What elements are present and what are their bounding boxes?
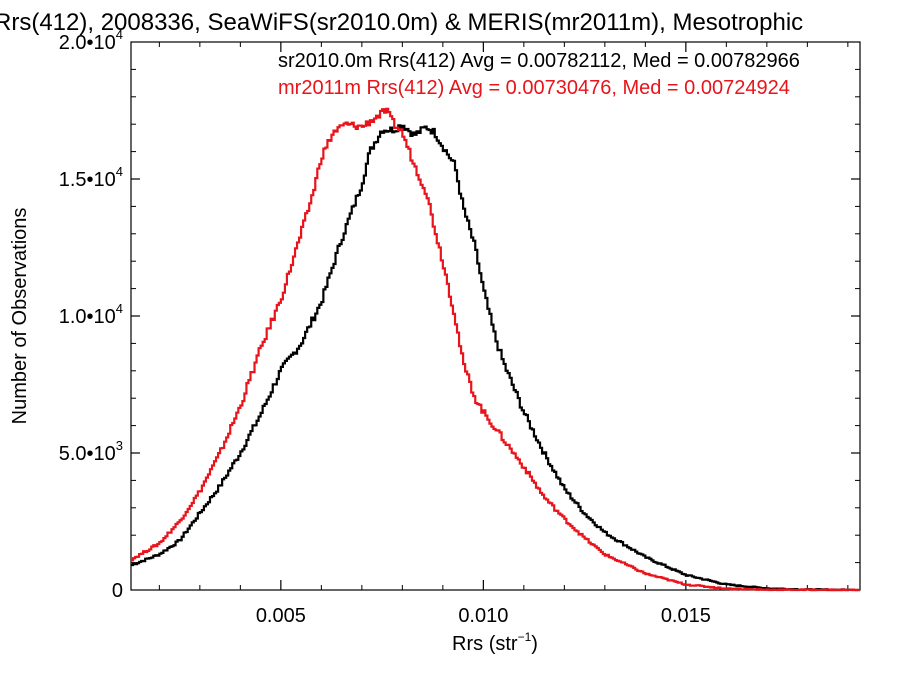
y-axis-label: Number of Observations — [9, 208, 31, 425]
x-axis: 0.005 0.010 0.015 — [158, 42, 849, 627]
y-tick-label: 5.0•103 — [59, 438, 123, 465]
x-axis-label-superscript: −1 — [518, 630, 532, 644]
y-tick-label: 1.5•104 — [59, 164, 123, 191]
y-tick-label: 1.0•104 — [59, 301, 123, 328]
series-line-0 — [131, 124, 860, 592]
plot-area — [130, 41, 861, 591]
legend-entry-1: mr2011m Rrs(412) Avg = 0.00730476, Med =… — [278, 77, 790, 99]
x-tick-label: 0.010 — [458, 605, 508, 627]
y-tick-label: 2.0•104 — [59, 27, 123, 54]
y-tick-label: 0 — [112, 580, 123, 602]
x-tick-label: 0.015 — [661, 605, 711, 627]
x-axis-label-close: ) — [531, 633, 538, 655]
y-tick-label-base: 0 — [112, 580, 123, 602]
y-tick-label-base: 1.5•10 — [59, 169, 116, 191]
y-tick-label-exponent: 4 — [116, 301, 123, 316]
series-line-1 — [131, 107, 860, 592]
series-layer — [131, 107, 860, 592]
chart-title: Rrs(412), 2008336, SeaWiFS(sr2010.0m) & … — [0, 9, 803, 36]
y-tick-label-exponent: 4 — [116, 27, 123, 42]
y-tick-label-base: 5.0•10 — [59, 443, 116, 465]
y-tick-label-base: 1.0•10 — [59, 306, 116, 328]
y-tick-label-base: 2.0•10 — [59, 32, 116, 54]
legend-entry-0: sr2010.0m Rrs(412) Avg = 0.00782112, Med… — [278, 50, 800, 72]
x-axis-label-base: Rrs (str — [452, 633, 518, 655]
x-axis-label: Rrs (str−1) — [452, 630, 538, 655]
x-tick-label: 0.005 — [256, 605, 306, 627]
y-tick-label-exponent: 4 — [116, 164, 123, 179]
y-tick-label-exponent: 3 — [116, 438, 123, 453]
